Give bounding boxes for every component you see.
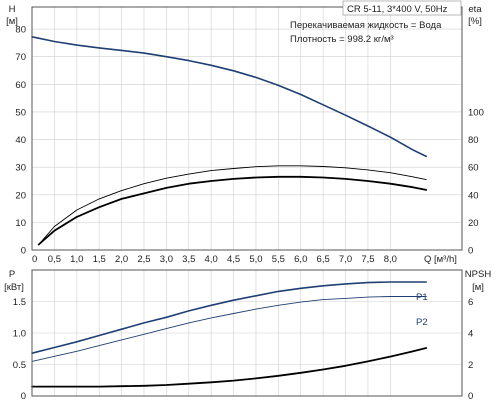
- bottom-right-tick-label: 6: [468, 297, 473, 308]
- x-tick-label: 5,0: [249, 254, 262, 265]
- top-right-axis-label: eta: [468, 4, 482, 15]
- top-left-tick-label: 40: [15, 135, 26, 146]
- bottom-left-axis-label: P: [9, 269, 15, 280]
- x-tick-label: 2,0: [115, 254, 128, 265]
- top-plot-frame: [31, 6, 463, 251]
- top-left-tick-label: 70: [15, 52, 26, 63]
- x-tick-label: 7,0: [339, 254, 352, 265]
- top-left-tick-label: 60: [15, 80, 26, 91]
- series-label-p2: P2: [416, 317, 428, 328]
- x-tick-label: 1,0: [70, 254, 83, 265]
- bottom-plot-frame: [31, 269, 463, 397]
- series-eta-total: [38, 165, 427, 245]
- bottom-left-axis-unit: [кВт]: [4, 282, 24, 293]
- bottom-left-tick-label: 0: [21, 391, 26, 400]
- series-npsh: [31, 347, 428, 388]
- bottom-right-axis-label: NPSH: [465, 269, 492, 280]
- top-left-tick-label: 50: [15, 107, 26, 118]
- series-label-p1: P1: [416, 292, 428, 303]
- bottom-right-tick-label: 2: [468, 360, 473, 371]
- top-right-axis-unit: [%]: [468, 16, 482, 27]
- bottom-left-tick-label: 1.5: [13, 297, 26, 308]
- top-left-tick-label: 80: [15, 25, 26, 36]
- x-tick-label: 2,5: [137, 254, 150, 265]
- bottom-right-axis-unit: [м]: [472, 282, 484, 293]
- x-tick-label: 3,0: [160, 254, 173, 265]
- top-left-tick-label: 0: [21, 246, 26, 257]
- bottom-grid: [31, 270, 462, 397]
- series-p1: [31, 281, 428, 355]
- top-right-tick-label: 40: [468, 190, 479, 201]
- title-box: [342, 0, 462, 16]
- series-eta-pump: [37, 175, 428, 246]
- top-left-axis-label: H: [9, 4, 16, 15]
- top-left-tick-label: 20: [15, 190, 26, 201]
- top-right-tick-label: 20: [468, 218, 479, 229]
- series-head-curve: [31, 35, 428, 158]
- x-tick-label: 8,0: [384, 254, 397, 265]
- bottom-right-tick-label: 0: [468, 391, 473, 400]
- top-grid: [31, 7, 462, 251]
- top-left-axis-unit: [м]: [6, 16, 18, 27]
- x-tick-label: 6,5: [317, 254, 330, 265]
- x-tick-label: 1,5: [93, 254, 106, 265]
- series-layer: [31, 35, 428, 388]
- x-axis-unit: [м³/h]: [434, 254, 457, 265]
- x-tick-label: 0: [32, 254, 37, 265]
- top-right-tick-label: 80: [468, 135, 479, 146]
- top-left-tick-label: 10: [15, 218, 26, 229]
- x-tick-label: 6,0: [294, 254, 307, 265]
- x-tick-label: 4,0: [205, 254, 218, 265]
- x-tick-label: 7,5: [361, 254, 374, 265]
- x-axis-label: Q: [424, 254, 431, 265]
- top-right-tick-label: 60: [468, 163, 479, 174]
- x-tick-label: 4,5: [227, 254, 240, 265]
- chart-title: CR 5-11, 3*400 V, 50Hz: [347, 4, 448, 15]
- top-right-tick-label: 0: [468, 246, 473, 257]
- x-tick-label: 3,5: [182, 254, 195, 265]
- top-right-tick-label: 100: [468, 107, 484, 118]
- top-left-tick-label: 30: [15, 163, 26, 174]
- x-tick-label: 5,5: [272, 254, 285, 265]
- bottom-left-tick-label: 0.5: [13, 360, 26, 371]
- bottom-left-tick-label: 1.0: [13, 329, 26, 340]
- series-p2: [31, 296, 427, 362]
- x-tick-label: 0,5: [48, 254, 61, 265]
- density-annotation: Плотность = 998.2 кг/м³: [290, 34, 394, 45]
- labels-layer: 0 0,5 1,0 1,5 2,0 2,5 3,0 3,5 4,0 4,5 5,0 5,5 6,0 6,5…: [13, 25, 484, 400]
- fluid-annotation: Перекачиваемая жидкость = Вода: [290, 20, 442, 31]
- bottom-right-tick-label: 4: [468, 329, 473, 340]
